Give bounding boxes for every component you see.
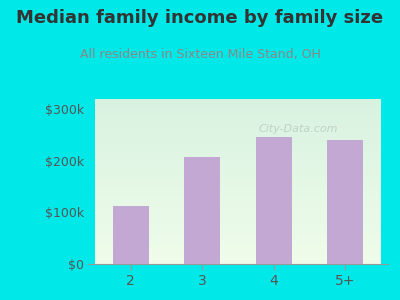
Bar — [184, 157, 220, 264]
Bar — [113, 206, 149, 264]
Bar — [327, 140, 363, 264]
Text: Median family income by family size: Median family income by family size — [16, 9, 384, 27]
Bar — [256, 136, 292, 264]
Text: City-Data.com: City-Data.com — [258, 124, 338, 134]
Text: All residents in Sixteen Mile Stand, OH: All residents in Sixteen Mile Stand, OH — [80, 48, 320, 61]
